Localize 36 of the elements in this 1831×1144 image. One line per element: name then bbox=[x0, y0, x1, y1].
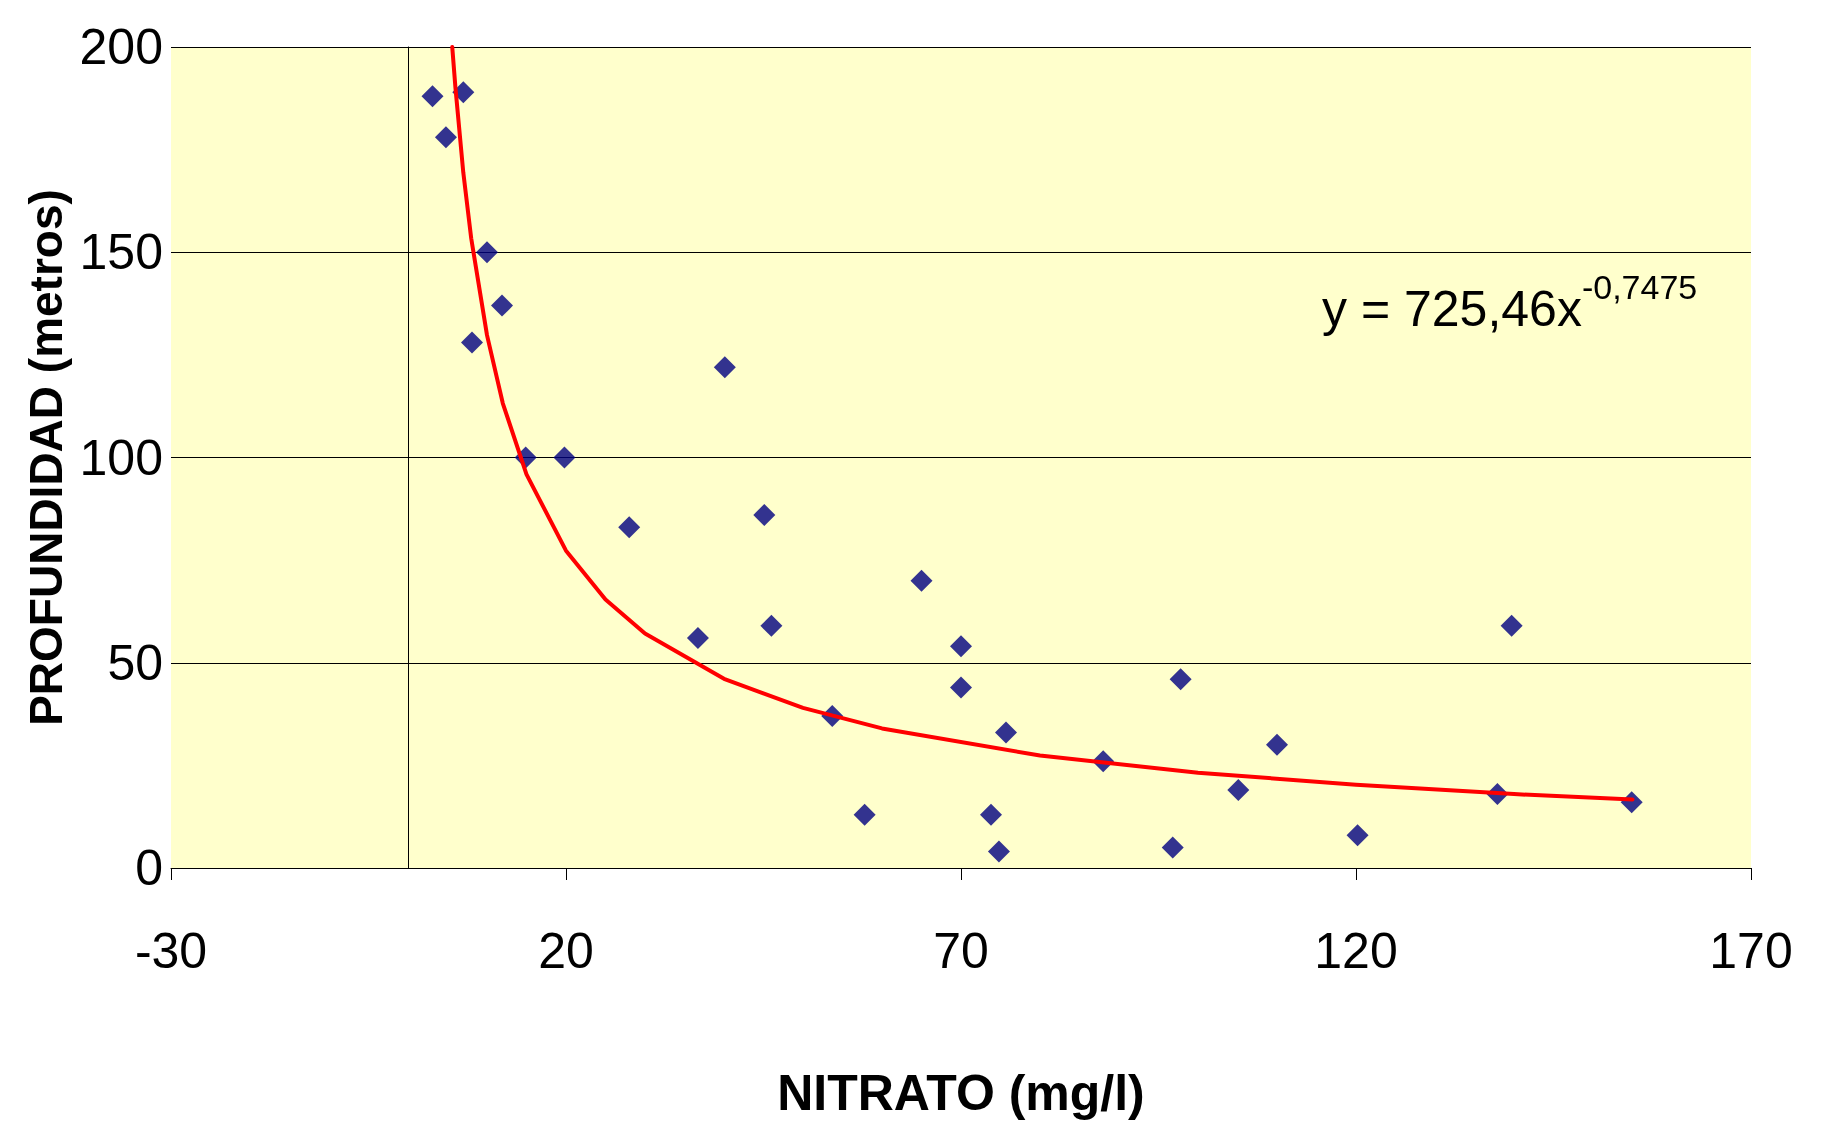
y-tick-label: 200 bbox=[79, 19, 163, 75]
y-axis-title: PROFUNDIDAD (metros) bbox=[19, 189, 72, 726]
x-tick-label: -30 bbox=[134, 923, 208, 979]
point bbox=[753, 503, 776, 526]
y-tick-label: 0 bbox=[135, 840, 163, 896]
x-axis-title: NITRATO (mg/l) bbox=[777, 1065, 1145, 1121]
point bbox=[713, 356, 736, 379]
x-tick-label: 70 bbox=[933, 923, 989, 979]
point bbox=[910, 569, 933, 592]
point bbox=[1227, 779, 1250, 802]
point bbox=[853, 803, 876, 826]
point bbox=[553, 446, 576, 469]
y-tick-label: 150 bbox=[79, 224, 163, 281]
point bbox=[987, 840, 1010, 863]
point bbox=[476, 241, 498, 264]
point bbox=[460, 331, 483, 354]
point bbox=[1346, 824, 1369, 847]
point bbox=[980, 803, 1003, 826]
point bbox=[421, 85, 444, 108]
x-tick-label: 20 bbox=[538, 923, 594, 979]
point bbox=[760, 614, 783, 637]
point bbox=[434, 126, 457, 149]
point bbox=[1266, 733, 1288, 756]
x-tick-label: 120 bbox=[1314, 923, 1398, 979]
point bbox=[995, 721, 1018, 744]
y-tick-label: 100 bbox=[79, 429, 163, 486]
x-tick-label: 170 bbox=[1709, 923, 1793, 979]
y-tick-label: 50 bbox=[107, 634, 163, 691]
point bbox=[1500, 614, 1523, 637]
point bbox=[1169, 668, 1192, 691]
point bbox=[1161, 836, 1184, 859]
point bbox=[491, 294, 514, 317]
point bbox=[950, 635, 972, 658]
point bbox=[950, 676, 972, 699]
point bbox=[618, 516, 641, 539]
point bbox=[686, 627, 709, 650]
